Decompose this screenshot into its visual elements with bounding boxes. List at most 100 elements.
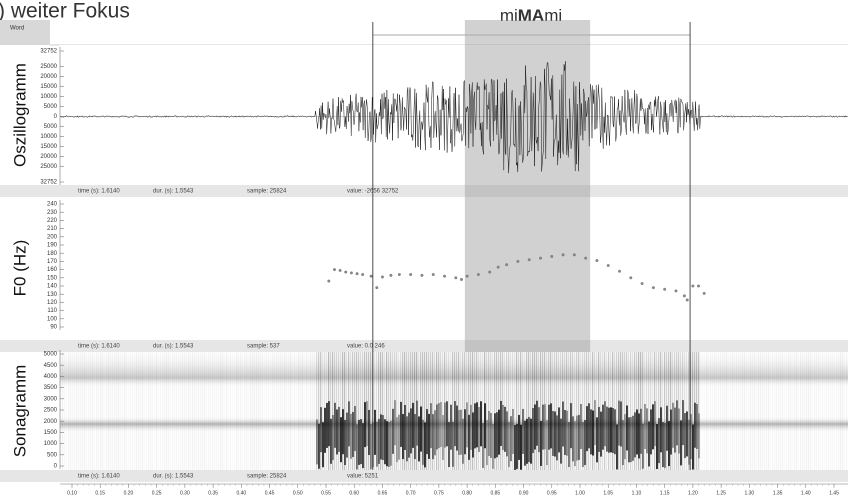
spectrogram-column <box>376 352 378 470</box>
spectrogram-column <box>828 352 829 470</box>
spectrogram-low <box>512 409 514 455</box>
spectrogram-column <box>822 352 823 470</box>
spectrogram-low <box>460 409 462 455</box>
f0-point <box>380 275 384 279</box>
spectrogram-low <box>434 410 436 456</box>
spectrogram-column <box>322 352 324 470</box>
spectrogram-column <box>478 352 480 470</box>
spectrogram-low <box>470 404 472 450</box>
y-tick-label: 10000 <box>40 134 57 140</box>
spectrogram-column <box>276 352 278 470</box>
spectrogram-column <box>798 352 799 470</box>
spectrogram-column <box>792 352 793 470</box>
f0-point <box>505 263 509 267</box>
panel-label: F0 (Hz) <box>10 240 29 297</box>
spectrogram-column <box>414 352 416 470</box>
spectrogram-column <box>604 352 606 470</box>
f0-point <box>539 256 542 260</box>
spectrogram-column <box>210 352 211 470</box>
spectrogram-column <box>820 352 821 470</box>
osc-panel <box>60 45 848 185</box>
spectrogram-column <box>836 352 837 470</box>
spectrogram-column <box>802 352 804 470</box>
spectrogram-low <box>482 423 484 469</box>
spectrogram-low <box>658 418 660 464</box>
spectrogram-low <box>338 406 340 452</box>
spectrogram-column <box>408 352 410 470</box>
spectrogram-column <box>62 352 64 470</box>
spectrogram-column <box>78 352 80 470</box>
spectrogram-low <box>332 415 334 461</box>
y-tick-label: 25000 <box>40 64 57 70</box>
spectrogram-column <box>344 352 346 470</box>
spectrogram-low <box>550 403 552 449</box>
spectrogram-low <box>468 414 470 460</box>
spectrogram-column <box>144 352 145 470</box>
spectrogram-column <box>438 352 440 470</box>
spectrogram-low <box>474 403 476 449</box>
spectrogram-column <box>544 352 546 470</box>
x-tick-label: 0.80 <box>462 490 472 496</box>
spectrogram-column <box>136 352 138 470</box>
f0-point <box>454 276 458 280</box>
spectrogram-low <box>406 416 408 462</box>
spectrogram-column <box>130 352 131 470</box>
spectrogram-low <box>462 418 464 464</box>
x-tick-label: 0.95 <box>547 490 557 496</box>
spectrogram-low <box>636 409 638 455</box>
spectrogram-low <box>516 423 518 469</box>
spectrogram-column <box>330 352 332 470</box>
spectrogram-column <box>788 352 790 470</box>
y-tick-label: 0 <box>54 114 58 120</box>
spectrogram-column <box>740 352 742 470</box>
spectrogram-column <box>366 352 368 470</box>
y-tick-label: 32752 <box>40 180 57 186</box>
spectrogram-low <box>396 417 398 463</box>
status-text: dur. (s): 1.5543 <box>153 344 194 350</box>
spectrogram-column <box>296 352 297 470</box>
spectrogram-column <box>192 352 194 470</box>
f0-point <box>674 289 678 293</box>
spectrogram-low <box>344 420 346 466</box>
spectrogram-low <box>502 404 504 450</box>
spectrogram-column <box>662 352 664 470</box>
spectrogram-low <box>624 414 626 460</box>
x-tick-label: 1.00 <box>575 490 585 496</box>
spectrogram-low <box>420 406 422 452</box>
spectrogram-low <box>582 421 584 467</box>
spectrogram-column <box>138 352 140 470</box>
spectrogram-low <box>342 409 344 455</box>
spectrogram-column <box>726 352 728 470</box>
f0-point <box>651 286 655 290</box>
panel-label: Sonagramm <box>10 365 29 458</box>
spectrogram-column <box>362 352 364 470</box>
spectrogram-low <box>656 424 658 470</box>
spectrogram-column <box>292 352 293 470</box>
spectrogram-column <box>390 352 392 470</box>
spectrogram-low <box>430 403 432 449</box>
spectrogram-low <box>646 408 648 454</box>
spectrogram-column <box>794 352 796 470</box>
spectrogram-low <box>680 420 682 466</box>
spectrogram-low <box>426 409 428 455</box>
y-tick-label: 15000 <box>40 84 57 90</box>
spectrogram-column <box>114 352 116 470</box>
word-part: MA <box>518 6 544 25</box>
spectrogram-low <box>536 400 538 446</box>
y-tick-label: 5000 <box>44 104 58 110</box>
y-tick-label: 230 <box>47 210 58 216</box>
spectrogram-low <box>350 413 352 459</box>
spectrogram-column <box>508 352 510 470</box>
spectrogram-column <box>722 352 724 470</box>
x-tick-label: 0.85 <box>490 490 500 496</box>
spectrogram-column <box>70 352 72 470</box>
spectrogram-low <box>376 421 378 467</box>
spectrogram-low <box>488 411 490 457</box>
spectrogram-column <box>212 352 214 470</box>
spectrogram-column <box>628 352 630 470</box>
spectrogram-column <box>432 352 434 470</box>
spectrogram-column <box>116 352 118 470</box>
spectrogram-column <box>396 352 398 470</box>
spectrogram-low <box>486 420 488 466</box>
spectrogram-column <box>784 352 785 470</box>
